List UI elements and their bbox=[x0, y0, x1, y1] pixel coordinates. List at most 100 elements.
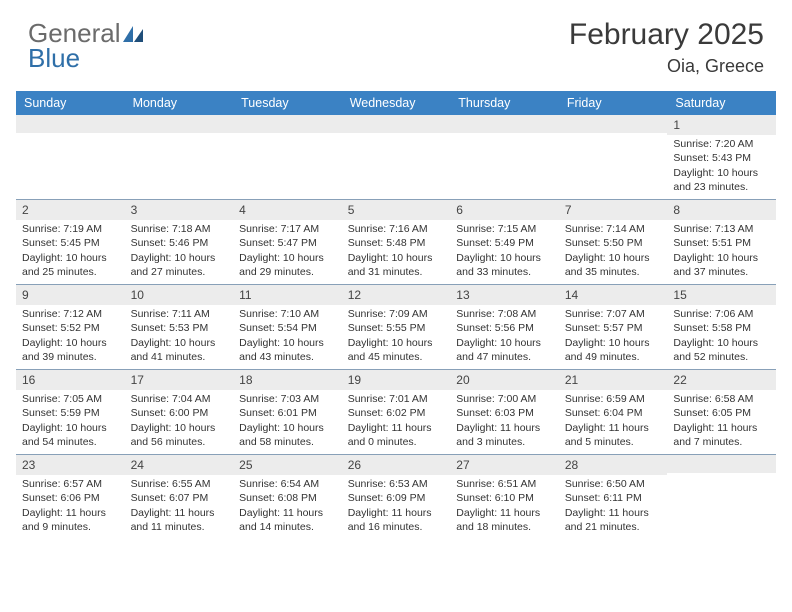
sunrise-text: Sunrise: 7:06 AM bbox=[673, 307, 770, 321]
calendar-cell: 7Sunrise: 7:14 AMSunset: 5:50 PMDaylight… bbox=[559, 200, 668, 284]
cell-body: Sunrise: 7:18 AMSunset: 5:46 PMDaylight:… bbox=[125, 220, 234, 283]
cell-body: Sunrise: 7:06 AMSunset: 5:58 PMDaylight:… bbox=[667, 305, 776, 368]
calendar-cell: 12Sunrise: 7:09 AMSunset: 5:55 PMDayligh… bbox=[342, 285, 451, 369]
sunrise-text: Sunrise: 7:03 AM bbox=[239, 392, 336, 406]
day-number: 5 bbox=[342, 200, 451, 220]
daylight-text: Daylight: 10 hours and 56 minutes. bbox=[131, 421, 228, 449]
day-number: 24 bbox=[125, 455, 234, 475]
cell-body: Sunrise: 7:00 AMSunset: 6:03 PMDaylight:… bbox=[450, 390, 559, 453]
cell-body: Sunrise: 6:53 AMSunset: 6:09 PMDaylight:… bbox=[342, 475, 451, 538]
daylight-text: Daylight: 10 hours and 49 minutes. bbox=[565, 336, 662, 364]
day-number: 23 bbox=[16, 455, 125, 475]
sunset-text: Sunset: 5:51 PM bbox=[673, 236, 770, 250]
sunrise-text: Sunrise: 6:59 AM bbox=[565, 392, 662, 406]
day-number: 15 bbox=[667, 285, 776, 305]
weekday-header: Thursday bbox=[450, 91, 559, 115]
daylight-text: Daylight: 10 hours and 25 minutes. bbox=[22, 251, 119, 279]
sunset-text: Sunset: 6:07 PM bbox=[131, 491, 228, 505]
cell-body: Sunrise: 6:50 AMSunset: 6:11 PMDaylight:… bbox=[559, 475, 668, 538]
day-number bbox=[559, 115, 668, 133]
sunset-text: Sunset: 5:43 PM bbox=[673, 151, 770, 165]
cell-body: Sunrise: 7:07 AMSunset: 5:57 PMDaylight:… bbox=[559, 305, 668, 368]
cell-body: Sunrise: 7:05 AMSunset: 5:59 PMDaylight:… bbox=[16, 390, 125, 453]
day-number bbox=[16, 115, 125, 133]
sunset-text: Sunset: 5:53 PM bbox=[131, 321, 228, 335]
calendar-cell: 26Sunrise: 6:53 AMSunset: 6:09 PMDayligh… bbox=[342, 455, 451, 539]
sunset-text: Sunset: 6:03 PM bbox=[456, 406, 553, 420]
calendar-cell: 25Sunrise: 6:54 AMSunset: 6:08 PMDayligh… bbox=[233, 455, 342, 539]
cell-body bbox=[233, 133, 342, 139]
daylight-text: Daylight: 11 hours and 7 minutes. bbox=[673, 421, 770, 449]
daylight-text: Daylight: 10 hours and 37 minutes. bbox=[673, 251, 770, 279]
cell-body: Sunrise: 7:14 AMSunset: 5:50 PMDaylight:… bbox=[559, 220, 668, 283]
cell-body bbox=[342, 133, 451, 139]
daylight-text: Daylight: 11 hours and 11 minutes. bbox=[131, 506, 228, 534]
daylight-text: Daylight: 10 hours and 43 minutes. bbox=[239, 336, 336, 364]
sunrise-text: Sunrise: 7:13 AM bbox=[673, 222, 770, 236]
cell-body: Sunrise: 6:55 AMSunset: 6:07 PMDaylight:… bbox=[125, 475, 234, 538]
calendar-weeks: 1Sunrise: 7:20 AMSunset: 5:43 PMDaylight… bbox=[16, 115, 776, 539]
calendar-week: 16Sunrise: 7:05 AMSunset: 5:59 PMDayligh… bbox=[16, 369, 776, 454]
sunset-text: Sunset: 6:02 PM bbox=[348, 406, 445, 420]
weekday-header: Friday bbox=[559, 91, 668, 115]
calendar-cell: 27Sunrise: 6:51 AMSunset: 6:10 PMDayligh… bbox=[450, 455, 559, 539]
cell-body bbox=[450, 133, 559, 139]
cell-body: Sunrise: 7:17 AMSunset: 5:47 PMDaylight:… bbox=[233, 220, 342, 283]
calendar-cell-empty bbox=[233, 115, 342, 199]
daylight-text: Daylight: 11 hours and 16 minutes. bbox=[348, 506, 445, 534]
cell-body: Sunrise: 7:09 AMSunset: 5:55 PMDaylight:… bbox=[342, 305, 451, 368]
day-number: 26 bbox=[342, 455, 451, 475]
daylight-text: Daylight: 10 hours and 27 minutes. bbox=[131, 251, 228, 279]
calendar-cell: 22Sunrise: 6:58 AMSunset: 6:05 PMDayligh… bbox=[667, 370, 776, 454]
sunset-text: Sunset: 5:56 PM bbox=[456, 321, 553, 335]
sunrise-text: Sunrise: 7:11 AM bbox=[131, 307, 228, 321]
title-block: February 2025 Oia, Greece bbox=[569, 18, 764, 77]
daylight-text: Daylight: 10 hours and 52 minutes. bbox=[673, 336, 770, 364]
calendar-cell-empty bbox=[342, 115, 451, 199]
cell-body: Sunrise: 7:20 AMSunset: 5:43 PMDaylight:… bbox=[667, 135, 776, 198]
calendar-week: 23Sunrise: 6:57 AMSunset: 6:06 PMDayligh… bbox=[16, 454, 776, 539]
day-number bbox=[342, 115, 451, 133]
sunrise-text: Sunrise: 7:18 AM bbox=[131, 222, 228, 236]
cell-body: Sunrise: 7:12 AMSunset: 5:52 PMDaylight:… bbox=[16, 305, 125, 368]
day-number: 16 bbox=[16, 370, 125, 390]
day-number: 7 bbox=[559, 200, 668, 220]
cell-body: Sunrise: 6:51 AMSunset: 6:10 PMDaylight:… bbox=[450, 475, 559, 538]
cell-body: Sunrise: 7:11 AMSunset: 5:53 PMDaylight:… bbox=[125, 305, 234, 368]
daylight-text: Daylight: 10 hours and 54 minutes. bbox=[22, 421, 119, 449]
sunset-text: Sunset: 6:06 PM bbox=[22, 491, 119, 505]
location-label: Oia, Greece bbox=[569, 56, 764, 77]
daylight-text: Daylight: 11 hours and 14 minutes. bbox=[239, 506, 336, 534]
calendar-cell: 28Sunrise: 6:50 AMSunset: 6:11 PMDayligh… bbox=[559, 455, 668, 539]
sunset-text: Sunset: 5:59 PM bbox=[22, 406, 119, 420]
daylight-text: Daylight: 10 hours and 33 minutes. bbox=[456, 251, 553, 279]
calendar-cell-empty bbox=[125, 115, 234, 199]
day-number: 25 bbox=[233, 455, 342, 475]
day-number: 19 bbox=[342, 370, 451, 390]
day-number: 8 bbox=[667, 200, 776, 220]
day-number: 27 bbox=[450, 455, 559, 475]
day-number: 17 bbox=[125, 370, 234, 390]
daylight-text: Daylight: 11 hours and 0 minutes. bbox=[348, 421, 445, 449]
month-title: February 2025 bbox=[569, 18, 764, 52]
sunrise-text: Sunrise: 7:07 AM bbox=[565, 307, 662, 321]
cell-body: Sunrise: 6:58 AMSunset: 6:05 PMDaylight:… bbox=[667, 390, 776, 453]
cell-body: Sunrise: 7:10 AMSunset: 5:54 PMDaylight:… bbox=[233, 305, 342, 368]
calendar-cell: 14Sunrise: 7:07 AMSunset: 5:57 PMDayligh… bbox=[559, 285, 668, 369]
calendar-cell: 16Sunrise: 7:05 AMSunset: 5:59 PMDayligh… bbox=[16, 370, 125, 454]
sunrise-text: Sunrise: 6:54 AM bbox=[239, 477, 336, 491]
calendar-cell-empty bbox=[667, 455, 776, 539]
sunrise-text: Sunrise: 7:17 AM bbox=[239, 222, 336, 236]
cell-body: Sunrise: 6:57 AMSunset: 6:06 PMDaylight:… bbox=[16, 475, 125, 538]
sunset-text: Sunset: 5:45 PM bbox=[22, 236, 119, 250]
weekday-header: Tuesday bbox=[233, 91, 342, 115]
day-number: 2 bbox=[16, 200, 125, 220]
day-number: 6 bbox=[450, 200, 559, 220]
weekday-header: Monday bbox=[125, 91, 234, 115]
calendar-week: 1Sunrise: 7:20 AMSunset: 5:43 PMDaylight… bbox=[16, 115, 776, 199]
sunset-text: Sunset: 5:50 PM bbox=[565, 236, 662, 250]
daylight-text: Daylight: 10 hours and 58 minutes. bbox=[239, 421, 336, 449]
day-number: 22 bbox=[667, 370, 776, 390]
cell-body bbox=[667, 473, 776, 479]
day-number bbox=[450, 115, 559, 133]
